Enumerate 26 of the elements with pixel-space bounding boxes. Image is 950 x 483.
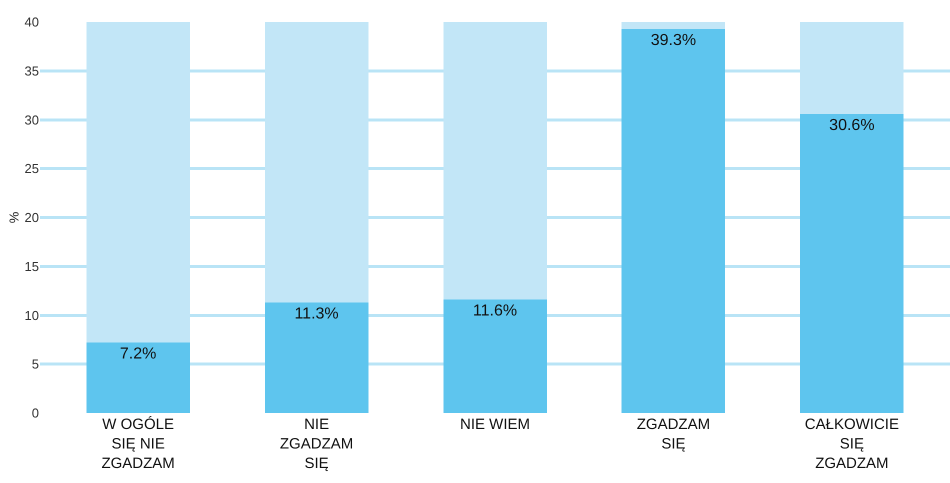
x-tick-label: NIE ZGADZAM SIĘ bbox=[280, 416, 354, 472]
bar bbox=[443, 300, 547, 413]
y-tick-label: 0 bbox=[32, 406, 39, 421]
data-label: 11.6% bbox=[472, 302, 518, 320]
bar bbox=[800, 114, 904, 413]
y-tick-label: 25 bbox=[24, 161, 39, 176]
data-label: 30.6% bbox=[829, 116, 875, 134]
y-tick-label: 10 bbox=[24, 308, 39, 323]
y-tick-label: 35 bbox=[24, 63, 39, 78]
bar bbox=[622, 28, 726, 413]
x-tick-label: CAŁKOWICIE SIĘ ZGADZAM bbox=[804, 416, 899, 472]
y-axis-title: % bbox=[6, 211, 22, 224]
y-tick-label: 40 bbox=[24, 14, 39, 30]
y-tick-label: 15 bbox=[24, 258, 39, 274]
y-tick-label: 30 bbox=[24, 112, 39, 128]
y-tick-label: 5 bbox=[32, 356, 39, 372]
bar bbox=[264, 302, 368, 413]
bar bbox=[622, 22, 726, 29]
y-tick-label: 20 bbox=[24, 210, 39, 226]
bar bbox=[86, 342, 190, 413]
x-tick-label: W OGÓLE SIĘ NIE ZGADZAM bbox=[101, 415, 175, 472]
data-label: 11.3% bbox=[294, 306, 339, 323]
x-tick-label: ZGADZAM SIĘ bbox=[636, 416, 710, 452]
x-tick-label: NIE WIEM bbox=[460, 416, 530, 433]
data-label: 39.3% bbox=[650, 32, 696, 49]
data-label: 7.2% bbox=[120, 346, 156, 363]
